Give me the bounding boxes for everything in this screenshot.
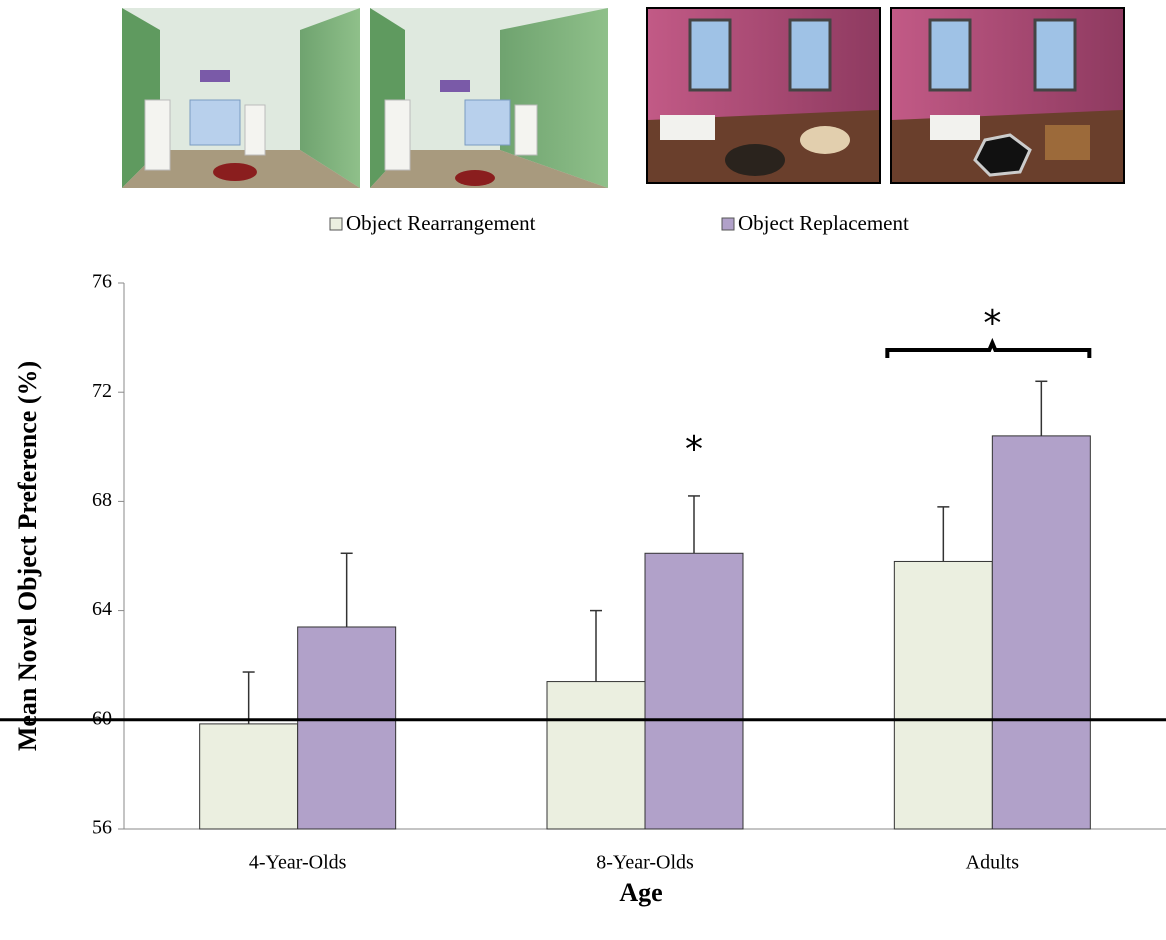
- x-tick-label: Adults: [966, 852, 1020, 874]
- bar: [991, 435, 1091, 830]
- bar: [893, 560, 993, 830]
- legend-label: Object Rearrangement: [346, 211, 536, 235]
- bar: [644, 552, 744, 830]
- y-tick-label: 56: [92, 817, 112, 839]
- bar: [546, 681, 646, 830]
- bar: [297, 626, 397, 830]
- y-axis-title: Mean Novel Object Preference (%): [13, 361, 42, 751]
- significance-bracket: [885, 337, 1092, 358]
- legend-swatch: [329, 217, 343, 231]
- nursery-image: [122, 8, 360, 188]
- y-tick-label: 64: [92, 598, 112, 620]
- bar: [199, 723, 299, 830]
- living-room-image: [646, 7, 881, 184]
- x-tick-label: 4-Year-Olds: [249, 852, 347, 874]
- y-tick-label: 72: [92, 380, 112, 402]
- legend-label: Object Replacement: [738, 211, 909, 235]
- significance-marker: *: [685, 429, 703, 470]
- x-tick-label: 8-Year-Olds: [596, 852, 694, 874]
- nursery-image-changed: [370, 8, 608, 188]
- living-room-image-changed: [890, 7, 1125, 184]
- y-tick-label: 68: [92, 489, 112, 511]
- y-tick-label: 76: [92, 271, 112, 293]
- significance-marker: *: [983, 303, 1001, 344]
- x-axis-title: Age: [619, 878, 662, 907]
- legend-swatch: [721, 217, 735, 231]
- room-images: [122, 7, 1125, 188]
